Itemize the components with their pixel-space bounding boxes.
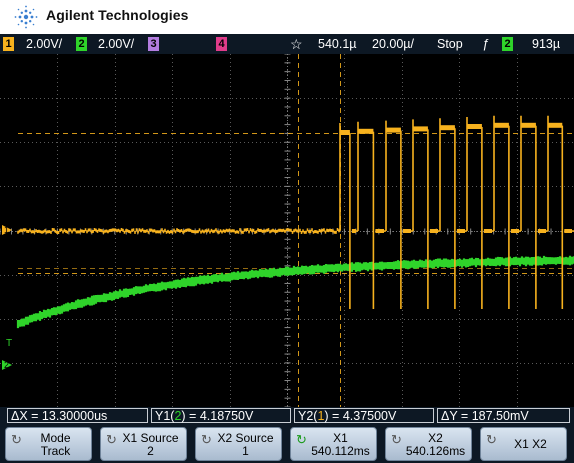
horizontal-delay-icon: ☆ — [290, 36, 303, 52]
y1-readout: Y1(2) = 4.18750V — [151, 408, 291, 423]
ch1-ground-label: 1 — [4, 225, 9, 235]
ch2-scale[interactable]: 2.00V/ — [98, 37, 135, 51]
brand-name: Agilent Technologies — [46, 7, 189, 23]
x1-x2-softkey[interactable]: ↻ X1 X2 — [480, 427, 567, 461]
trigger-slope-icon: ƒ — [482, 37, 489, 51]
rotate-knob-icon: ↻ — [11, 432, 22, 447]
ch1-badge[interactable]: 1 — [3, 37, 14, 51]
trigger-level[interactable]: 913µ — [532, 37, 561, 51]
waveform-canvas[interactable]: 1 T 2 — [0, 53, 574, 408]
cursor-readout-bar: ΔX = 13.30000us Y1(2) = 4.18750V Y2(1) =… — [0, 407, 574, 425]
y2-readout: Y2(1) = 4.37500V — [294, 408, 434, 423]
ch1-pulse-high — [413, 126, 428, 132]
trigger-source-badge[interactable]: 2 — [502, 37, 513, 51]
ch1-pulse-high — [440, 125, 455, 131]
ch1-pulse-high — [548, 122, 563, 128]
ch3-badge[interactable]: 3 — [148, 37, 159, 51]
ch1-pulse-low — [375, 229, 384, 233]
x1-source-softkey[interactable]: ↻ X1 Source 2 — [100, 427, 187, 461]
ch2-trace — [16, 255, 574, 329]
ch1-pulse-high — [358, 128, 374, 134]
ch1-pulse-high — [467, 124, 482, 129]
mode-value: Track — [40, 444, 71, 458]
ch1-pulse-low — [351, 229, 356, 233]
active-knob-icon: ↻ — [296, 432, 307, 447]
ch1-pulse-low — [564, 229, 572, 233]
x1-softkey[interactable]: ↻ X1 540.112ms — [290, 427, 377, 461]
x2-value: 540.126ms — [405, 444, 466, 458]
delta-x-readout: ΔX = 13.30000us — [7, 408, 148, 423]
x2-label: X2 — [428, 431, 443, 445]
x1-x2-label: X1 X2 — [514, 437, 547, 451]
rotate-knob-icon: ↻ — [106, 432, 117, 447]
x2-source-softkey[interactable]: ↻ X2 Source 1 — [195, 427, 282, 461]
x2-source-value: 1 — [242, 444, 249, 458]
ch1-trace-pulses — [339, 115, 574, 309]
agilent-logo-icon — [14, 5, 38, 29]
status-bar: 1 2.00V/ 2 2.00V/ 3 4 ☆ 540.1µ 20.00µ/ S… — [0, 34, 574, 54]
ch1-pulse-low — [483, 229, 492, 233]
softkey-bar: ↻ Mode Track ↻ X1 Source 2 ↻ X2 Source 1… — [0, 425, 574, 463]
x1-value: 540.112ms — [311, 444, 370, 458]
ch2-badge[interactable]: 2 — [76, 37, 87, 51]
ch4-badge[interactable]: 4 — [216, 37, 227, 51]
rotate-knob-icon: ↻ — [486, 432, 497, 447]
ch1-pulse-low — [402, 229, 411, 233]
ground-markers: 1 T 2 — [2, 225, 12, 370]
y2-channel: 1 — [317, 409, 325, 423]
mode-softkey[interactable]: ↻ Mode Track — [5, 427, 92, 461]
ch1-pulse-low — [429, 229, 438, 233]
x1-source-label: X1 Source — [122, 431, 179, 445]
x2-source-label: X2 Source — [217, 431, 274, 445]
mode-label: Mode — [40, 431, 71, 445]
rotate-knob-icon: ↻ — [391, 432, 402, 447]
timebase[interactable]: 20.00µ/ — [372, 37, 414, 51]
rotate-knob-icon: ↻ — [201, 432, 212, 447]
ch1-pulse-high — [521, 122, 536, 128]
ch1-pulse-low — [510, 229, 519, 233]
y1-channel: 2 — [174, 409, 182, 423]
x1-label: X1 — [333, 431, 348, 445]
horizontal-delay[interactable]: 540.1µ — [318, 37, 357, 51]
x2-softkey[interactable]: ↻ X2 540.126ms — [385, 427, 472, 461]
y1-prefix: Y1( — [155, 409, 175, 423]
ch1-trace-flat — [17, 228, 340, 234]
ch1-pulse-low — [537, 229, 546, 233]
traces — [16, 115, 574, 329]
y1-value: ) = 4.18750V — [181, 409, 254, 423]
ch1-pulse-high — [340, 130, 350, 135]
y2-prefix: Y2( — [298, 409, 318, 423]
x1-source-value: 2 — [147, 444, 154, 458]
ch1-pulse-low — [456, 229, 465, 233]
delta-y-readout: ΔY = 187.50mV — [437, 408, 570, 423]
waveform-display[interactable]: 1 T 2 — [0, 53, 574, 408]
header: Agilent Technologies — [0, 0, 574, 34]
ch1-scale[interactable]: 2.00V/ — [26, 37, 63, 51]
y2-value: ) = 4.37500V — [324, 409, 397, 423]
ch2-ground-marker — [2, 360, 12, 370]
ch1-pulse-high — [386, 127, 401, 133]
trigger-level-label: T — [6, 338, 12, 349]
run-state[interactable]: Stop — [437, 37, 463, 51]
ch1-pulse-high — [494, 122, 509, 128]
ch1-ground-marker — [2, 225, 12, 235]
ch2-ground-label: 2 — [4, 360, 9, 370]
